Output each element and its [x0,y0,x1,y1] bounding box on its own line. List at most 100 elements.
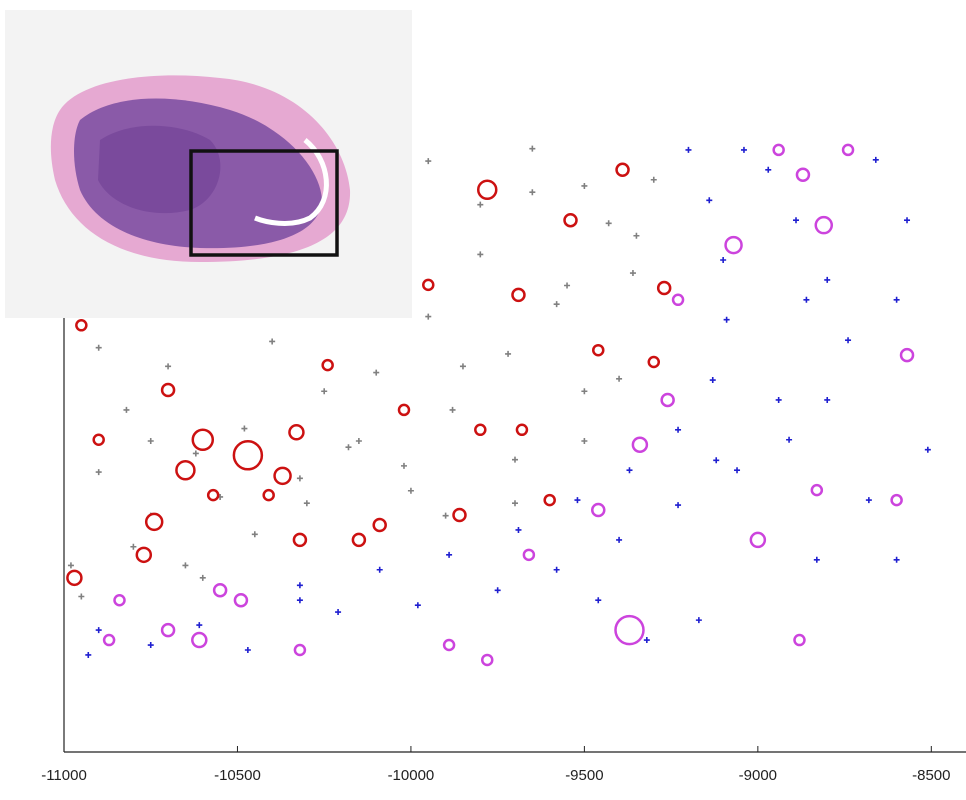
zoom-box [189,149,339,257]
circle-point [480,653,494,667]
circle-point [135,546,153,564]
point [477,201,484,208]
circle-point [631,436,649,453]
point [893,556,900,563]
circle-point [591,502,606,518]
point [786,436,793,443]
point [192,450,199,457]
point [633,232,640,239]
point [182,562,189,569]
circle-point [233,592,249,608]
point [813,556,820,563]
x-tick-label: -9000 [739,767,777,784]
point [130,543,137,550]
circle-point [793,633,806,647]
circle-point [113,593,126,607]
point [269,338,276,345]
circle-point [191,428,215,452]
point [67,562,74,569]
point [616,375,623,382]
point [723,316,730,323]
circle-point [563,212,578,228]
circle-point [749,531,767,549]
point [574,497,581,504]
point [695,617,702,624]
circle-point [515,423,529,437]
plot-area [66,143,931,667]
point [446,551,453,558]
point [740,146,747,153]
circle-point [160,382,176,398]
circle-point [292,532,308,548]
point [629,270,636,277]
point [345,444,352,451]
tissue-gap [254,138,329,226]
point [449,406,456,413]
x-tick-label: -9500 [565,767,603,784]
circle-point [841,143,855,157]
point [824,276,831,283]
point [512,500,518,507]
point [581,438,588,444]
circle-point [647,355,661,369]
point [251,531,258,538]
circle-point [206,488,220,502]
circle-point [92,433,105,447]
point [720,256,727,263]
point [505,350,512,357]
point [865,497,872,504]
circle-point [372,517,387,533]
point [303,500,310,507]
inset-image [5,10,412,318]
point [893,296,900,303]
circle-point [212,583,228,598]
point [845,337,852,344]
point [734,467,741,474]
point [459,363,466,370]
point [400,462,407,469]
point [650,176,657,183]
circle-point [543,493,556,507]
point [515,526,522,533]
point [95,469,102,476]
circle-point [452,507,467,523]
point [564,282,571,289]
circle-point [592,343,605,357]
circle-point [351,532,367,548]
point [425,313,432,320]
point [616,536,623,543]
circle-point [614,614,645,646]
point [924,446,931,453]
circle-point [321,358,334,372]
point [335,609,342,616]
circle-point [262,488,275,502]
circle-point [899,347,915,363]
x-tick-label: -10000 [388,767,435,784]
circle-point [615,162,630,178]
point [512,456,518,463]
point [553,301,560,308]
circle-point [671,293,685,307]
point [553,566,560,573]
point [685,146,692,153]
point [425,158,432,165]
point [803,296,810,303]
circle-point [191,631,208,649]
point [442,512,449,519]
point [244,646,251,653]
circle-point [397,403,411,417]
x-tick-label: -10500 [214,767,261,784]
x-tick-label: -11000 [41,767,87,784]
circle-point [476,179,498,200]
point [595,597,602,604]
point [581,388,588,395]
point [296,475,303,482]
circle-point [772,143,785,157]
circle-point [273,466,292,486]
point [529,189,536,196]
point [376,566,383,573]
point [581,182,588,189]
point [296,582,303,589]
